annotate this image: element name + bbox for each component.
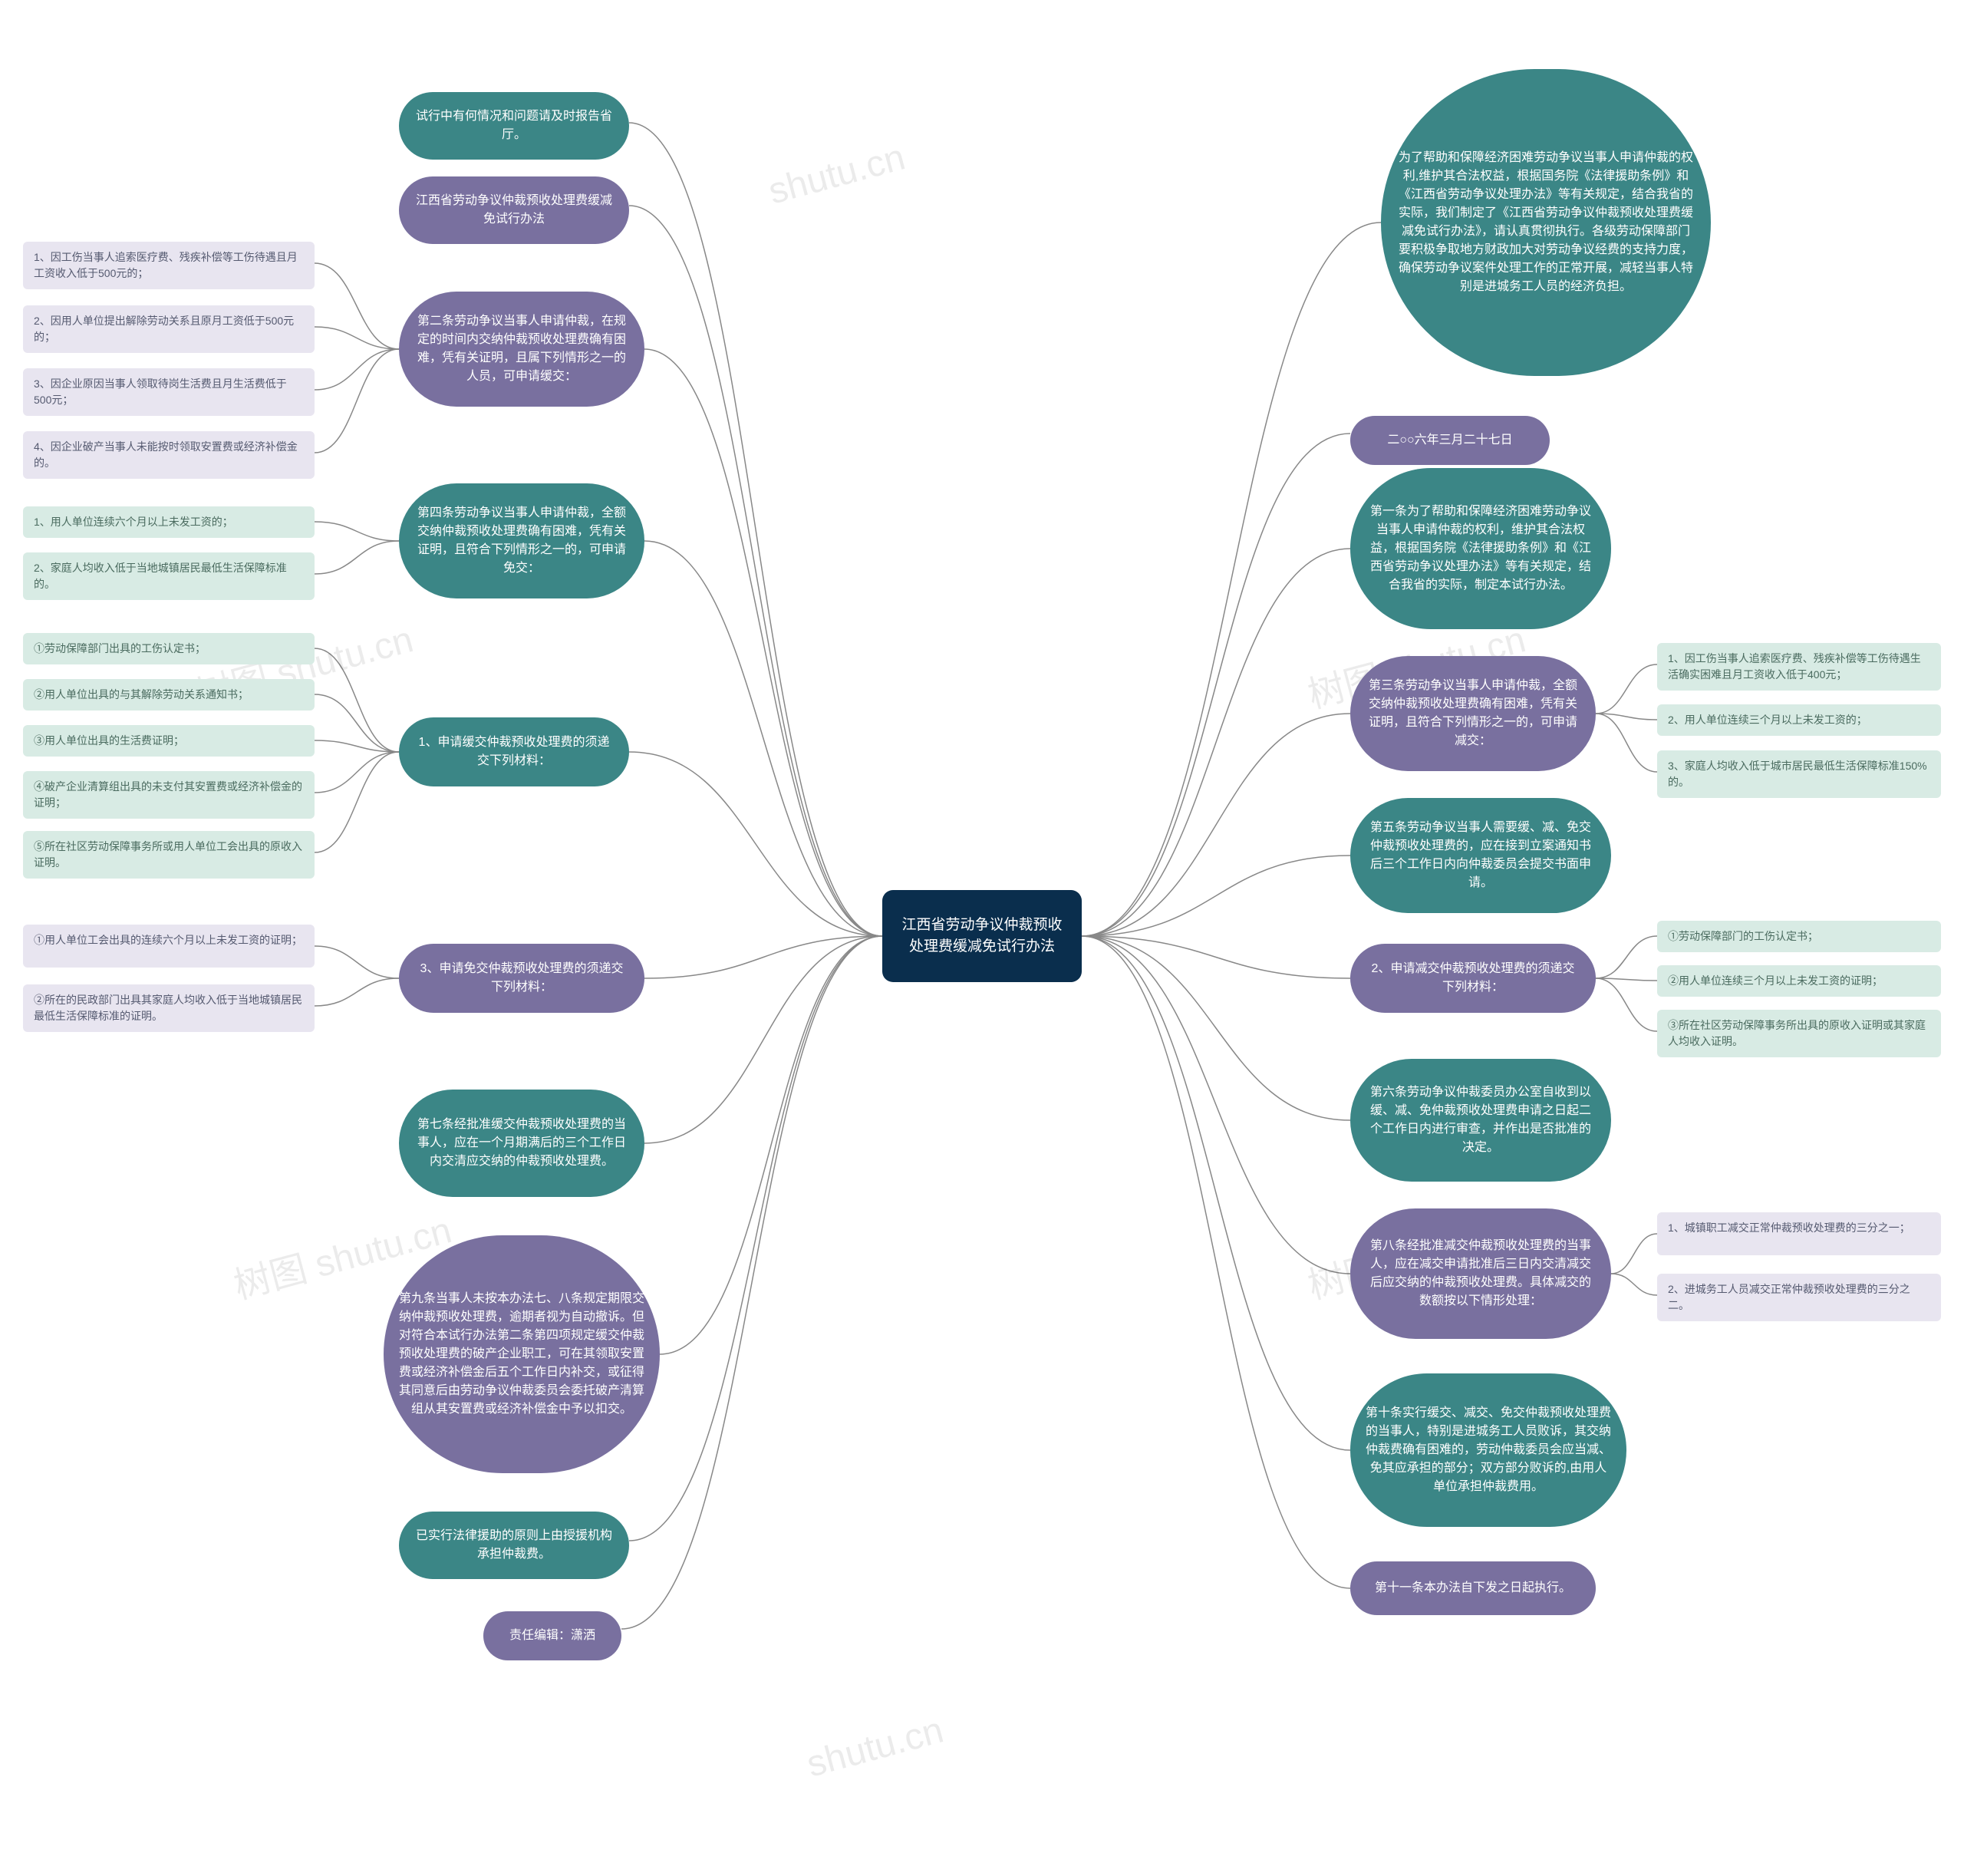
mindmap-node: 1、因工伤当事人追索医疗费、残疾补偿等工伤待遇生活确实困难且月工资收入低于400… <box>1657 643 1941 691</box>
mindmap-node: 第九条当事人未按本办法七、八条规定期限交纳仲裁预收处理费，逾期者视为自动撤诉。但… <box>384 1235 660 1473</box>
mindmap-node: 责任编辑：潇洒 <box>483 1611 621 1660</box>
mindmap-node: 为了帮助和保障经济困难劳动争议当事人申请仲裁的权利,维护其合法权益，根据国务院《… <box>1381 69 1711 376</box>
mindmap-node: ③所在社区劳动保障事务所出具的原收入证明或其家庭人均收入证明。 <box>1657 1010 1941 1057</box>
mindmap-node: 第十一条本办法自下发之日起执行。 <box>1350 1561 1596 1615</box>
mindmap-node: 第八条经批准减交仲裁预收处理费的当事人，应在减交申请批准后三日内交清减交后应交纳… <box>1350 1208 1611 1339</box>
mindmap-node: 2、申请减交仲裁预收处理费的须递交下列材料： <box>1350 944 1596 1013</box>
mindmap-node: ⑤所在社区劳动保障事务所或用人单位工会出具的原收入证明。 <box>23 831 315 879</box>
mindmap-node: ②用人单位连续三个月以上未发工资的证明； <box>1657 965 1941 997</box>
mindmap-node: 1、用人单位连续六个月以上未发工资的； <box>23 506 315 538</box>
mindmap-node: 3、家庭人均收入低于城市居民最低生活保障标准150%的。 <box>1657 750 1941 798</box>
mindmap-node: ②所在的民政部门出具其家庭人均收入低于当地城镇居民最低生活保障标准的证明。 <box>23 984 315 1032</box>
mindmap-node: 已实行法律援助的原则上由授援机构承担仲裁费。 <box>399 1512 629 1579</box>
mindmap-node: ④破产企业清算组出具的未支付其安置费或经济补偿金的证明； <box>23 771 315 819</box>
mindmap-node: 1、因工伤当事人追索医疗费、残疾补偿等工伤待遇且月工资收入低于500元的； <box>23 242 315 289</box>
mindmap-node: ①劳动保障部门出具的工伤认定书； <box>23 633 315 664</box>
mindmap-node: 1、申请缓交仲裁预收处理费的须递交下列材料： <box>399 717 629 786</box>
mindmap-node: ①劳动保障部门的工伤认定书； <box>1657 921 1941 952</box>
mindmap-node: 4、因企业破产当事人未能按时领取安置费或经济补偿金的。 <box>23 431 315 479</box>
mindmap-node: 2、用人单位连续三个月以上未发工资的； <box>1657 704 1941 736</box>
mindmap-node: 第十条实行缓交、减交、免交仲裁预收处理费的当事人，特别是进城务工人员败诉，其交纳… <box>1350 1373 1626 1527</box>
mindmap-node: 1、城镇职工减交正常仲裁预收处理费的三分之一； <box>1657 1212 1941 1255</box>
mindmap-node: ②用人单位出具的与其解除劳动关系通知书； <box>23 679 315 711</box>
mindmap-node: 试行中有何情况和问题请及时报告省厅。 <box>399 92 629 160</box>
mindmap-node: 第一条为了帮助和保障经济困难劳动争议当事人申请仲裁的权利，维护其合法权益，根据国… <box>1350 468 1611 629</box>
mindmap-node: 二○○六年三月二十七日 <box>1350 416 1550 465</box>
mindmap-node: 2、家庭人均收入低于当地城镇居民最低生活保障标准的。 <box>23 552 315 600</box>
mindmap-node: 2、因用人单位提出解除劳动关系且原月工资低于500元的； <box>23 305 315 353</box>
center-node: 江西省劳动争议仲裁预收处理费缓减免试行办法 <box>882 890 1082 982</box>
mindmap-node: 第五条劳动争议当事人需要缓、减、免交仲裁预收处理费的，应在接到立案通知书后三个工… <box>1350 798 1611 913</box>
mindmap-node: ①用人单位工会出具的连续六个月以上未发工资的证明； <box>23 925 315 968</box>
mindmap-node: 江西省劳动争议仲裁预收处理费缓减免试行办法 <box>399 176 629 244</box>
mindmap-node: 3、申请免交仲裁预收处理费的须递交下列材料： <box>399 944 644 1013</box>
mindmap-node: 第三条劳动争议当事人申请仲裁，全额交纳仲裁预收处理费确有困难，凭有关证明，且符合… <box>1350 656 1596 771</box>
mindmap-node: 3、因企业原因当事人领取待岗生活费且月生活费低于500元； <box>23 368 315 416</box>
watermark: shutu.cn <box>764 136 910 213</box>
mindmap-node: 第六条劳动争议仲裁委员办公室自收到以缓、减、免仲裁预收处理费申请之日起二个工作日… <box>1350 1059 1611 1182</box>
mindmap-node: 第二条劳动争议当事人申请仲裁，在规定的时间内交纳仲裁预收处理费确有困难，凭有关证… <box>399 292 644 407</box>
mindmap-node: 2、进城务工人员减交正常仲裁预收处理费的三分之二。 <box>1657 1274 1941 1321</box>
mindmap-node: 第七条经批准缓交仲裁预收处理费的当事人，应在一个月期满后的三个工作日内交清应交纳… <box>399 1090 644 1197</box>
mindmap-node: 第四条劳动争议当事人申请仲裁，全额交纳仲裁预收处理费确有困难，凭有关证明，且符合… <box>399 483 644 598</box>
mindmap-node: ③用人单位出具的生活费证明； <box>23 725 315 757</box>
watermark: shutu.cn <box>802 1709 948 1785</box>
